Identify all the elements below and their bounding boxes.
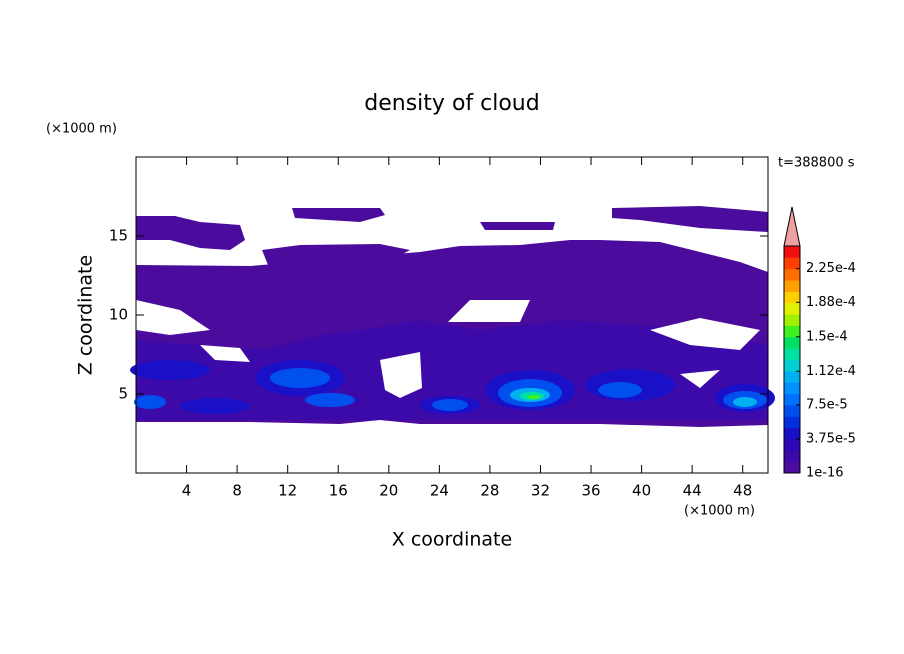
y-unit: (×1000 m) [46, 122, 117, 137]
y-axis-label: Z coordinate [75, 255, 97, 375]
x-tick-label: 36 [581, 482, 600, 500]
colorbar-band [784, 438, 800, 451]
x-tick-label: 44 [683, 482, 702, 500]
x-unit: (×1000 m) [684, 504, 755, 519]
x-tick-label: 48 [733, 482, 752, 500]
contour-region [612, 206, 768, 232]
contour-region [480, 222, 555, 230]
colorbar-band [784, 393, 800, 406]
colorbar-band [784, 280, 800, 292]
y-tick-label: 10 [109, 306, 128, 324]
contour-region [432, 399, 468, 411]
x-tick-label: 20 [379, 482, 398, 500]
colorbar-band [784, 427, 800, 440]
colorbar-band [784, 314, 800, 326]
contour-region [733, 397, 757, 407]
x-tick-label: 40 [632, 482, 651, 500]
x-tick-label: 32 [531, 482, 550, 500]
x-tick-label: 12 [278, 482, 297, 500]
contour-region [680, 370, 720, 388]
contour-region [136, 216, 245, 250]
colorbar-label: 3.75e-5 [806, 431, 856, 446]
colorbar-band [784, 450, 800, 463]
x-tick-label: 16 [329, 482, 348, 500]
contour-region [598, 382, 642, 398]
x-tick-label: 8 [232, 482, 242, 500]
y-tick-label: 15 [109, 227, 128, 245]
colorbar-label: 1.12e-4 [806, 364, 856, 379]
colorbar-band [784, 461, 800, 474]
colorbar-band [784, 257, 800, 270]
contour-region [270, 368, 330, 388]
colorbar-band [784, 246, 800, 258]
colorbar-band [784, 416, 800, 429]
contour-region [130, 360, 210, 380]
time-label: t=388800 s [778, 156, 855, 171]
contour-region [136, 300, 210, 335]
colorbar-band [784, 302, 800, 315]
colorbar-band [784, 348, 800, 360]
colorbar-band [784, 370, 800, 383]
contour-region [380, 352, 422, 398]
contour-region [650, 318, 760, 350]
x-tick-label: 4 [182, 482, 192, 500]
colorbar-extend [783, 206, 801, 247]
colorbar-band [784, 359, 800, 372]
colorbar-band [784, 382, 800, 395]
colorbar-band [784, 291, 800, 304]
contour-region [200, 345, 250, 362]
contour-region [528, 395, 540, 399]
colorbar-label: 1.88e-4 [806, 295, 856, 310]
x-tick-label: 28 [480, 482, 499, 500]
contour-region [448, 300, 530, 322]
colorbar-label: 1.5e-4 [806, 329, 848, 344]
colorbar-label: 1e-16 [806, 466, 844, 481]
contour-region [292, 208, 385, 222]
x-axis-label: X coordinate [392, 529, 512, 551]
colorbar-band [784, 336, 800, 349]
x-tick-label: 24 [430, 482, 449, 500]
y-tick-label: 5 [118, 385, 128, 403]
contour-field [130, 206, 775, 427]
contour-region [180, 398, 250, 414]
contour-region [305, 393, 355, 407]
colorbar-band [784, 404, 800, 417]
contour-region [134, 395, 166, 409]
chart-title: density of cloud [364, 91, 539, 116]
colorbar-frame [783, 245, 801, 474]
colorbar-label: 7.5e-5 [806, 397, 848, 412]
colorbar-band [784, 325, 800, 338]
colorbar-label: 2.25e-4 [806, 261, 856, 276]
colorbar-band [784, 268, 800, 281]
